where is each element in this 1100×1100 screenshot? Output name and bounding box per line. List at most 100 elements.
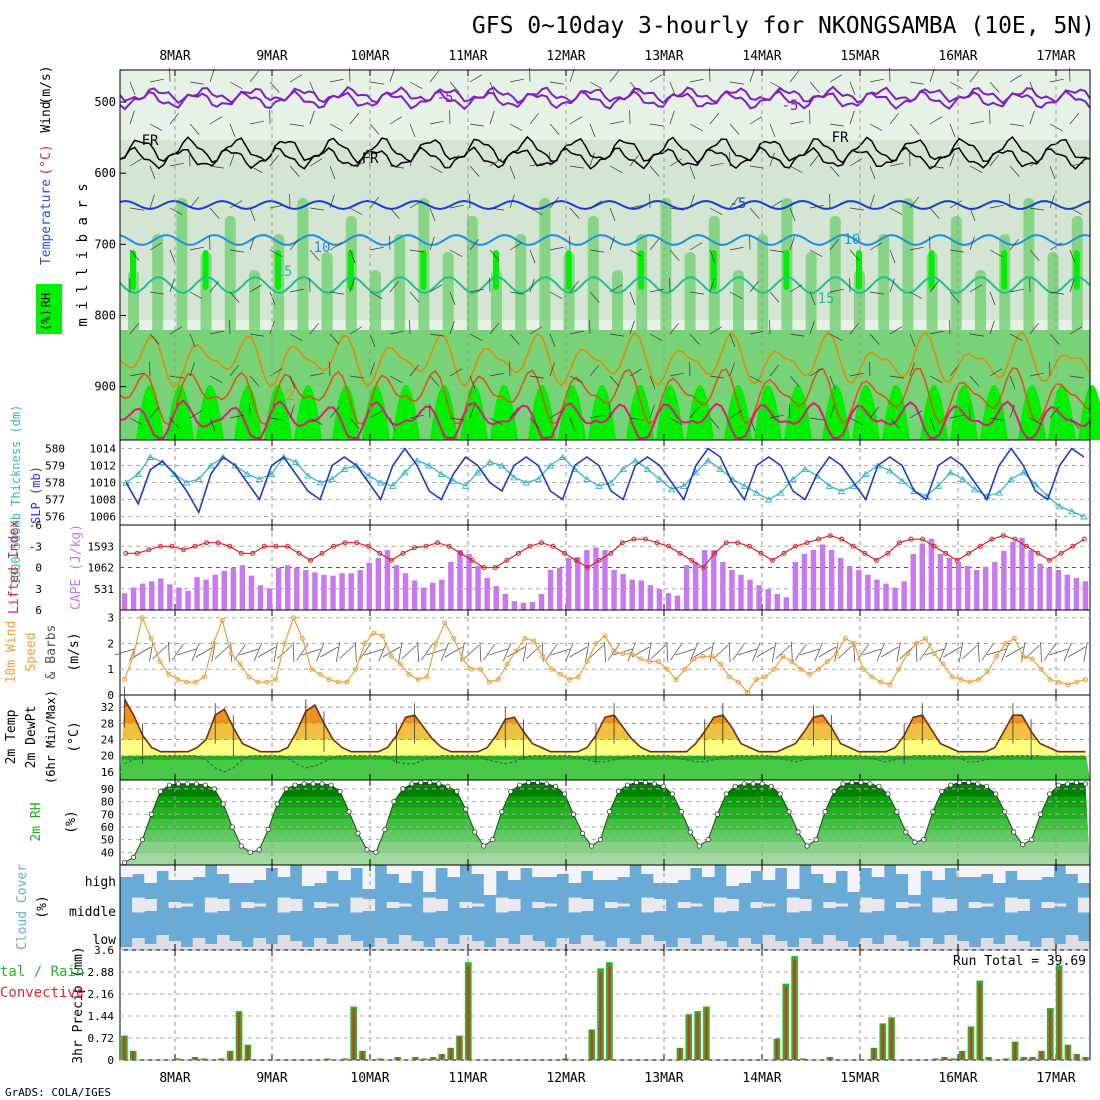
wind-speed-point [558, 671, 564, 677]
wind-barb [369, 123, 380, 135]
wind-speed-point [922, 635, 928, 641]
wind-barb [709, 162, 724, 167]
rh-moist-column [684, 252, 696, 340]
rh-point [588, 843, 595, 849]
wind-barb [129, 372, 144, 377]
wind-barb [169, 375, 184, 379]
wind-barb [989, 320, 995, 335]
rh-point [912, 839, 918, 845]
lifted-index-point [319, 550, 325, 556]
lifted-index-point [850, 543, 856, 549]
wind-barb [309, 158, 323, 167]
rh-point [283, 786, 289, 792]
cape-bar [964, 565, 971, 610]
wind-barb [209, 330, 224, 335]
middle-cloud-gap [1017, 899, 1030, 911]
wind-barb [289, 74, 303, 83]
thickness-tick-label: 578 [45, 477, 65, 490]
lifted-index-point [700, 565, 706, 570]
low-cloud-gap [350, 941, 363, 950]
precip-convective-bar [361, 1051, 364, 1060]
lifted-index-point [550, 543, 556, 549]
lifted-index-point [227, 543, 233, 549]
wind-barb [469, 333, 483, 342]
wind-barb [869, 242, 883, 251]
cape-bar [130, 587, 137, 610]
temperature-panel: 32 28 24 20 16 2m Temp 2m DewPt (6hr Min/Max) (°… [4, 686, 1091, 784]
rh-moist-column [612, 270, 623, 340]
cape-bar [674, 595, 681, 610]
wind-barb [849, 207, 864, 211]
precip-axis-label: 3hr Precip (mm) [71, 946, 86, 1063]
wind-speed-point [860, 666, 866, 672]
low-cloud-gap [459, 935, 473, 950]
high-cloud-gap [944, 865, 958, 868]
rh-point [265, 826, 271, 833]
cape-bar [584, 549, 590, 610]
lifted-index-point [966, 550, 972, 556]
high-cloud-gap [738, 865, 751, 883]
surface-wind-barb [545, 643, 558, 661]
wind-speed-point [335, 679, 341, 685]
cape-bar [194, 577, 200, 610]
wind-barb [529, 278, 535, 293]
high-cloud-gap [277, 865, 291, 877]
wind-barb [149, 165, 156, 180]
pressure-tick-label: 900 [94, 380, 116, 394]
rh-point [966, 779, 972, 786]
wind-speed-point [575, 674, 581, 680]
wind-barb [789, 70, 799, 83]
cape-bar [566, 557, 572, 610]
lifted-index-point [400, 550, 406, 556]
wind-barb [649, 404, 655, 419]
wind-barb [329, 78, 344, 83]
wind-barb [609, 236, 615, 251]
precip-convective-bar [326, 1058, 329, 1060]
surface-wind-barb [650, 644, 667, 660]
wind-barb [589, 81, 603, 90]
precip-convective-bar [1084, 1057, 1087, 1060]
rh-moist-column [297, 198, 309, 340]
low-cloud-gap [750, 944, 764, 950]
precip-convective-bar [590, 1030, 593, 1060]
cape-bar [1028, 549, 1034, 610]
wind-speed-point [264, 679, 270, 685]
cape-bar [430, 582, 436, 610]
rh-point [642, 779, 649, 786]
wind-barb [689, 333, 700, 345]
wind-barb [809, 417, 824, 421]
thickness-point [764, 496, 773, 503]
wind-barb [329, 291, 344, 295]
wind-speed-point [362, 640, 368, 646]
lifted-index-point [169, 543, 175, 549]
wind-barb [729, 81, 744, 85]
high-cloud-gap [1041, 865, 1055, 877]
low-cloud-gap [871, 944, 885, 950]
cape-bar [856, 569, 862, 610]
low-cloud-gap [435, 938, 448, 950]
wind-barb [489, 249, 500, 261]
cape-bar [720, 561, 726, 610]
wind-barb [409, 414, 424, 419]
wind-barb [969, 375, 980, 387]
wind-barb [1009, 238, 1019, 251]
surface-wind-barb [896, 642, 901, 662]
slp-tick-label: 1010 [90, 477, 117, 490]
low-cloud-gap [920, 938, 933, 950]
rh-point [885, 791, 891, 797]
wind-barb [489, 417, 503, 426]
wind-barb [349, 249, 356, 264]
surface-wind-barb [463, 644, 480, 660]
wind-barb [669, 372, 684, 377]
surface-wind-barb [694, 646, 712, 658]
surface-wind-barb [440, 642, 449, 662]
surface-wind-barb [358, 643, 371, 661]
thickness-point [692, 468, 700, 476]
lifted-index-point [943, 550, 949, 556]
wind-barb [489, 372, 504, 377]
surface-wind-barb [938, 642, 948, 662]
wind-barb [809, 368, 823, 377]
lifted-index-point [931, 543, 937, 549]
wind-barb [569, 330, 584, 335]
surface-wind-barb [417, 641, 420, 663]
